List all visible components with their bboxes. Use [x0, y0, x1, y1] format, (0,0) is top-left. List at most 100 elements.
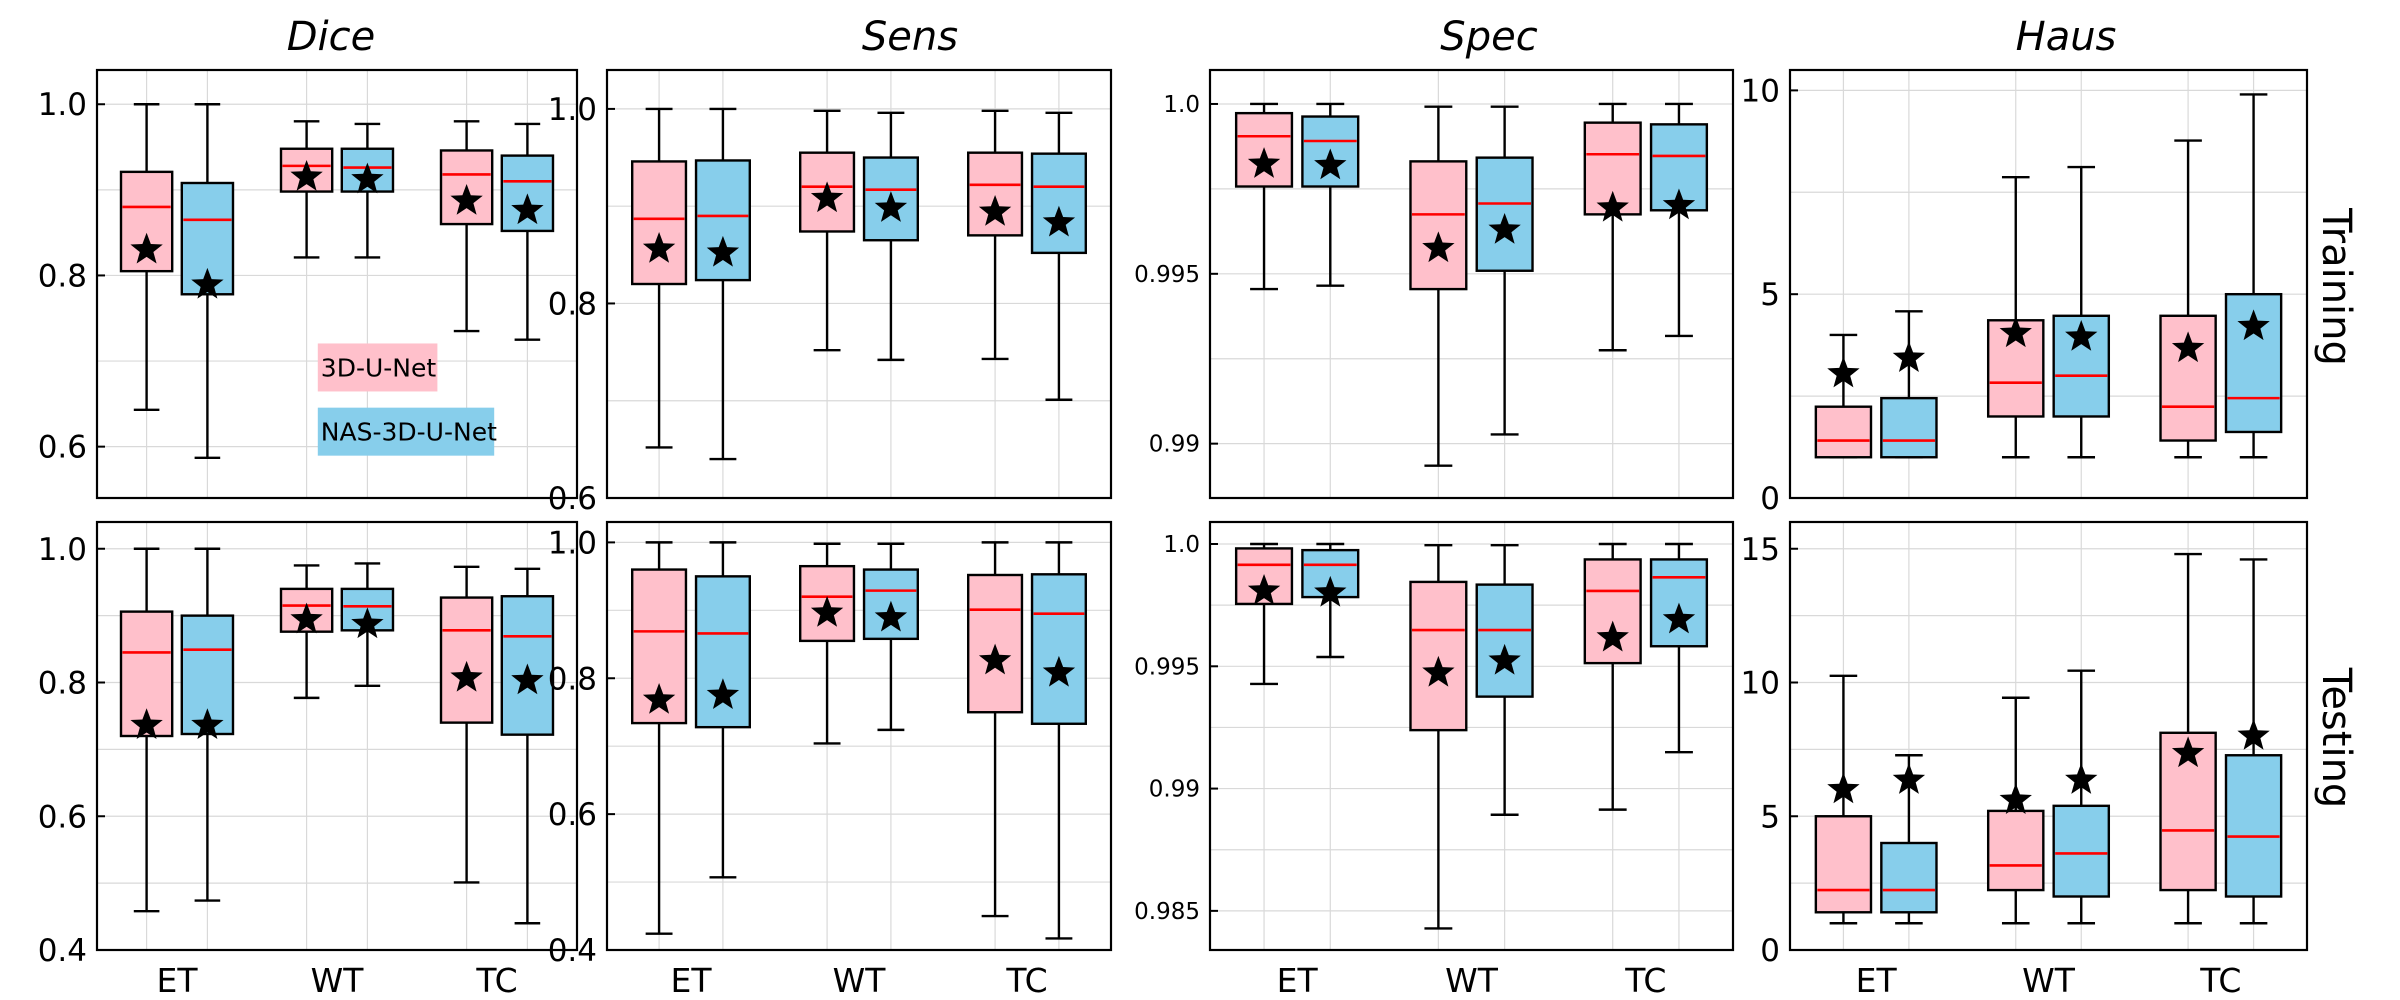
box-et-nas-3d-u-net: [1880, 754, 1938, 925]
box-tc-3d-u-net: [2159, 552, 2217, 925]
box-iqr: [1583, 558, 1642, 665]
series-nas-3d-u-net: [1301, 102, 1709, 436]
ytick-label-5: 5: [1760, 277, 1780, 313]
mean-star: [450, 183, 483, 215]
box-et-nas-3d-u-net: [180, 103, 235, 459]
box-tc-3d-u-net: [967, 109, 1024, 361]
box-tc-3d-u-net: [439, 565, 494, 884]
panel-sens-testing: 0.4 0.6 0.8 1.0 ET WT TC: [548, 520, 1113, 1000]
axes-frame: [1208, 520, 1735, 952]
xtick-label-wt: WT: [1445, 961, 1499, 1000]
series-3d-u-net: [119, 547, 494, 913]
box-iqr: [1986, 809, 2045, 892]
legend-label: 3D-U-Net: [321, 353, 437, 382]
ytick-label-0-6: 0.6: [548, 797, 597, 833]
xtick-label-et: ET: [1277, 961, 1319, 1000]
box-iqr: [2052, 804, 2111, 898]
ytick-label-0-4: 0.4: [548, 933, 597, 969]
box-iqr: [1030, 152, 1088, 255]
mean-star: [978, 643, 1012, 675]
box-iqr: [631, 568, 688, 725]
mean-star: [1314, 148, 1347, 180]
ytick-label-1-0: 1.0: [548, 92, 597, 128]
xtick-label-et: ET: [670, 961, 712, 1000]
mean-star: [874, 191, 908, 222]
ytick-label-5: 5: [1760, 799, 1780, 835]
ytick-label-0-6: 0.6: [38, 799, 87, 835]
series-nas-3d-u-net: [694, 107, 1088, 461]
box-wt-3d-u-net: [1409, 544, 1468, 930]
box-et-nas-3d-u-net: [1301, 102, 1360, 287]
ytick-label-0-6: 0.6: [548, 481, 597, 517]
box-wt-nas-3d-u-net: [2052, 669, 2111, 925]
panel-spec-training: 0.99 0.995 1.0: [1134, 68, 1735, 500]
ytick-label-0-99: 0.99: [1149, 432, 1200, 458]
mean-star: [1662, 602, 1696, 634]
box-iqr: [967, 151, 1024, 237]
mean-star: [130, 708, 163, 740]
mean-star: [642, 231, 676, 263]
mean-star: [290, 160, 323, 191]
xtick-label-et: ET: [1856, 961, 1898, 1000]
box-iqr: [1880, 396, 1938, 459]
box-iqr: [1814, 405, 1873, 459]
xtick-label-wt: WT: [2022, 961, 2076, 1000]
mean-star: [1892, 341, 1926, 372]
mean-star: [2237, 719, 2270, 750]
box-et-3d-u-net: [119, 103, 174, 412]
box-iqr: [694, 575, 751, 729]
series-3d-u-net: [1234, 102, 1642, 467]
series-nas-3d-u-net: [1301, 542, 1709, 816]
panel-dice-testing: 0.4 0.6 0.8 1.0 ET WT TC: [38, 520, 579, 1000]
ytick-label-1-0: 1.0: [1163, 532, 1200, 558]
mean-star: [1042, 205, 1076, 237]
box-et-nas-3d-u-net: [1880, 310, 1938, 459]
mean-star: [1999, 316, 2032, 348]
axes-frame: [1788, 68, 2309, 500]
column-title-spec: Spec: [1440, 14, 1537, 60]
mean-star: [1488, 212, 1521, 244]
box-et-nas-3d-u-net: [694, 107, 751, 461]
series-3d-u-net: [1814, 552, 2217, 925]
mean-star: [1422, 231, 1455, 263]
xtick-label-tc: TC: [1005, 961, 1047, 1000]
mean-star: [1827, 772, 1860, 804]
legend: 3D-U-Net NAS-3D-U-Net: [317, 343, 497, 456]
mean-star: [874, 600, 908, 632]
box-iqr: [180, 614, 235, 736]
mean-star: [1042, 655, 1076, 687]
box-iqr: [500, 154, 555, 233]
axes-frame: [1208, 68, 1735, 500]
box-wt-3d-u-net: [1986, 696, 2045, 925]
mean-star: [1662, 188, 1696, 220]
box-et-3d-u-net: [1814, 674, 1873, 925]
box-wt-nas-3d-u-net: [340, 122, 395, 259]
box-tc-3d-u-net: [2159, 139, 2217, 459]
ytick-label-0: 0: [1760, 481, 1780, 517]
box-iqr: [1409, 160, 1468, 291]
box-et-3d-u-net: [631, 541, 688, 935]
ytick-label-0-4: 0.4: [38, 933, 87, 969]
ytick-label-15: 15: [1741, 532, 1780, 568]
box-iqr: [799, 151, 856, 233]
ytick-label-0-8: 0.8: [38, 258, 87, 294]
axes-frame: [95, 68, 579, 500]
box-tc-nas-3d-u-net: [500, 567, 555, 925]
box-tc-nas-3d-u-net: [1030, 541, 1088, 940]
xtick-label-et: ET: [156, 961, 198, 1000]
mean-star: [511, 193, 544, 225]
legend-swatch: [317, 407, 495, 456]
box-wt-nas-3d-u-net: [2052, 165, 2111, 459]
mean-star: [2065, 763, 2098, 794]
box-wt-3d-u-net: [799, 542, 856, 745]
series-3d-u-net: [1814, 139, 2217, 459]
mean-star: [1314, 575, 1347, 607]
mean-star: [351, 162, 384, 194]
ytick-label-0-985: 0.985: [1134, 899, 1200, 925]
mean-star: [1999, 783, 2032, 814]
box-wt-nas-3d-u-net: [862, 111, 919, 362]
panel-sens-training: 0.6 0.8 1.0: [548, 68, 1113, 517]
box-tc-nas-3d-u-net: [500, 122, 555, 341]
box-tc-nas-3d-u-net: [1649, 102, 1709, 338]
